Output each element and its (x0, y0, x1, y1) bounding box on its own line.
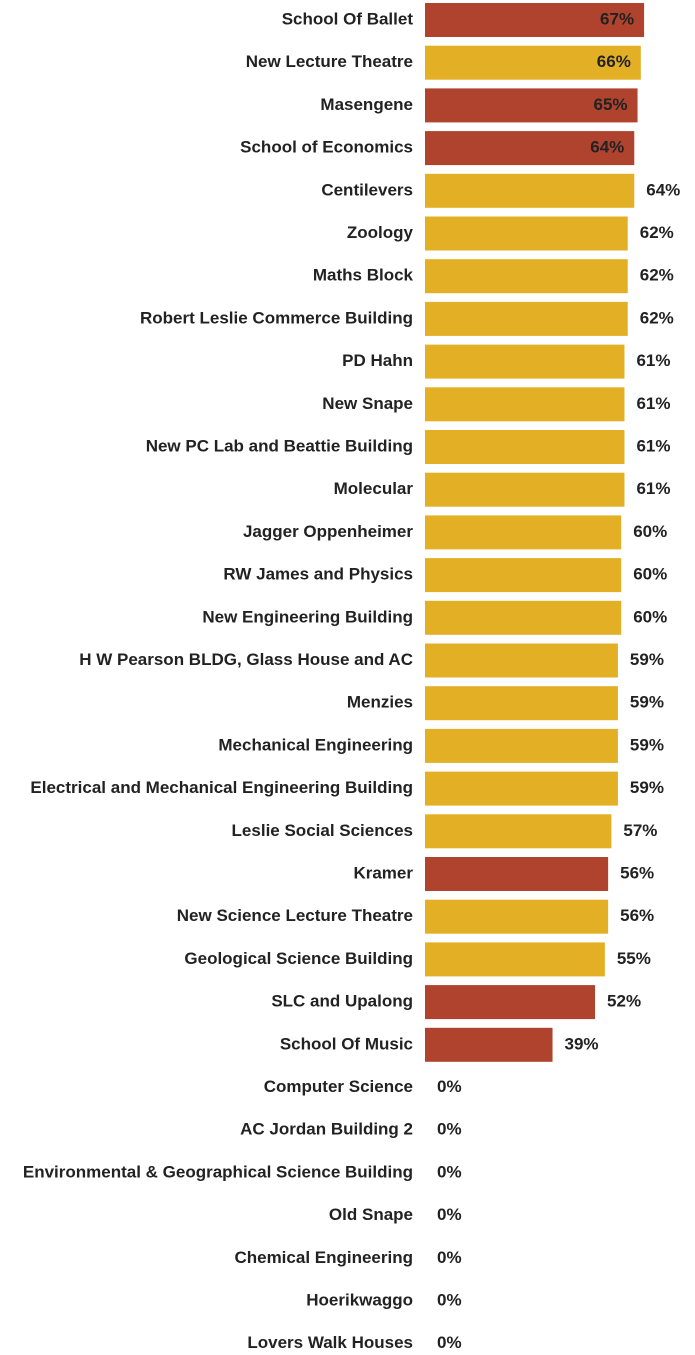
value-label: 59% (630, 693, 664, 712)
category-label: Centilevers (321, 180, 413, 199)
category-label: Computer Science (264, 1077, 413, 1096)
bar (425, 216, 628, 251)
bar (425, 430, 625, 464)
value-label: 64% (590, 138, 624, 157)
bar (425, 472, 625, 507)
value-label: 0% (437, 1333, 462, 1352)
value-label: 0% (437, 1290, 462, 1309)
category-label: RW James and Physics (223, 565, 413, 584)
category-label: Environmental & Geographical Science Bui… (23, 1162, 413, 1181)
value-label: 66% (597, 52, 631, 71)
category-label: H W Pearson BLDG, Glass House and AC (79, 650, 413, 669)
bar (425, 3, 645, 37)
category-label: Mechanical Engineering (218, 735, 413, 754)
value-label: 52% (607, 992, 641, 1011)
value-label: 61% (636, 436, 670, 455)
category-label: Leslie Social Sciences (232, 821, 413, 840)
bar (425, 942, 605, 977)
bar (425, 686, 618, 721)
value-label: 61% (636, 394, 670, 413)
value-label: 39% (565, 1034, 599, 1053)
bar (425, 643, 618, 678)
category-label: New PC Lab and Beattie Building (146, 436, 413, 455)
category-label: Kramer (353, 863, 413, 882)
value-label: 67% (600, 9, 634, 28)
bar (425, 728, 618, 763)
value-label: 60% (633, 522, 667, 541)
value-label: 0% (437, 1205, 462, 1224)
category-label: Geological Science Building (184, 949, 413, 968)
category-label: New Snape (322, 394, 413, 413)
category-label: New Engineering Building (202, 607, 413, 626)
value-label: 60% (633, 607, 667, 626)
category-label: Hoerikwaggo (306, 1290, 413, 1309)
bar (425, 344, 625, 379)
bar (425, 558, 622, 593)
bar (425, 899, 609, 934)
bar (425, 45, 641, 80)
value-label: 59% (630, 735, 664, 754)
value-label: 62% (640, 308, 674, 327)
value-label: 60% (633, 565, 667, 584)
category-label: Zoology (347, 223, 414, 242)
category-label: PD Hahn (342, 351, 413, 370)
bar (425, 131, 635, 166)
value-label: 62% (640, 223, 674, 242)
category-label: New Science Lecture Theatre (177, 906, 413, 925)
category-label: SLC and Upalong (271, 992, 413, 1011)
value-label: 57% (623, 821, 657, 840)
bar (425, 173, 635, 208)
category-label: Electrical and Mechanical Engineering Bu… (30, 778, 413, 797)
value-label: 65% (594, 95, 628, 114)
category-label: Molecular (334, 479, 414, 498)
bar (425, 771, 618, 806)
value-label: 61% (636, 479, 670, 498)
bar (425, 515, 622, 550)
value-label: 59% (630, 650, 664, 669)
value-label: 56% (620, 906, 654, 925)
bar (425, 857, 609, 891)
category-label: School of Economics (240, 138, 413, 157)
bar (425, 1027, 553, 1062)
bar (425, 814, 612, 849)
category-label: Masengene (320, 95, 413, 114)
category-label: School Of Ballet (282, 9, 414, 28)
bar (425, 387, 625, 422)
category-label: Jagger Oppenheimer (243, 522, 413, 541)
bar (425, 301, 628, 336)
value-label: 64% (646, 180, 680, 199)
category-label: Old Snape (329, 1205, 413, 1224)
category-label: Lovers Walk Houses (247, 1333, 413, 1352)
value-label: 0% (437, 1248, 462, 1267)
value-label: 61% (636, 351, 670, 370)
value-label: 62% (640, 266, 674, 285)
category-label: Maths Block (313, 266, 414, 285)
bar (425, 600, 622, 635)
category-label: New Lecture Theatre (246, 52, 413, 71)
bar (425, 985, 596, 1020)
value-label: 56% (620, 863, 654, 882)
value-label: 0% (437, 1077, 462, 1096)
category-label: Chemical Engineering (234, 1248, 413, 1267)
category-label: Robert Leslie Commerce Building (140, 308, 413, 327)
value-label: 0% (437, 1162, 462, 1181)
category-label: Menzies (347, 693, 413, 712)
category-label: School Of Music (280, 1034, 413, 1053)
bar (425, 259, 628, 294)
bar (425, 88, 638, 123)
value-label: 59% (630, 778, 664, 797)
value-label: 0% (437, 1120, 462, 1139)
category-label: AC Jordan Building 2 (240, 1120, 413, 1139)
value-label: 55% (617, 949, 651, 968)
